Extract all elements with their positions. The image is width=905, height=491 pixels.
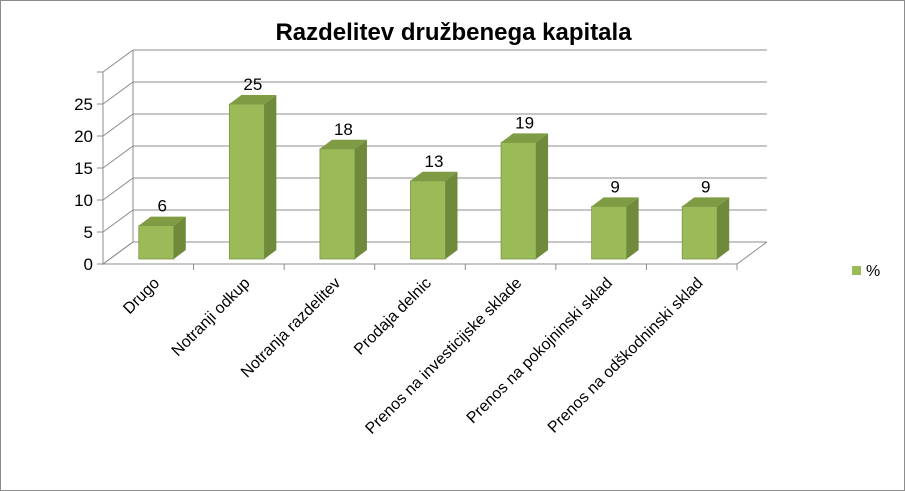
data-label: 18 bbox=[334, 120, 353, 139]
gridline-depth bbox=[102, 49, 134, 73]
data-label: 6 bbox=[158, 197, 167, 216]
category-label: Drugo bbox=[120, 275, 163, 318]
bar bbox=[681, 205, 718, 260]
bar bbox=[319, 148, 356, 260]
bar bbox=[591, 205, 628, 260]
category-label: Prenos na odškodninski sklad bbox=[545, 275, 707, 437]
category-label: Prenos na investicijske sklade bbox=[362, 275, 525, 438]
bar-top bbox=[501, 133, 549, 143]
chart-title: Razdelitev družbenega kapitala bbox=[275, 19, 632, 46]
bar bbox=[138, 225, 175, 260]
gridline-depth bbox=[102, 209, 134, 233]
bar bbox=[500, 141, 537, 260]
data-label: 25 bbox=[243, 75, 262, 94]
gridline-depth bbox=[102, 113, 134, 137]
data-label: 13 bbox=[425, 152, 444, 171]
category-label: Prodaja delnic bbox=[351, 275, 435, 359]
bar-side bbox=[264, 95, 277, 259]
bar bbox=[228, 103, 265, 260]
y-tick-label: 15 bbox=[74, 159, 93, 178]
gridline-depth bbox=[102, 241, 134, 265]
bar-top bbox=[410, 171, 458, 181]
y-tick-label: 25 bbox=[74, 95, 93, 114]
bar-top bbox=[682, 197, 730, 207]
gridline-depth bbox=[102, 145, 134, 169]
bar-side bbox=[173, 216, 186, 259]
y-tick-label: 10 bbox=[74, 191, 93, 210]
category-label: Prenos na pokojninski sklad bbox=[464, 275, 616, 427]
legend-swatch bbox=[852, 266, 861, 275]
bar-top bbox=[229, 95, 277, 104]
y-tick-label: 0 bbox=[84, 255, 93, 274]
bar-top bbox=[319, 139, 367, 149]
bar-side bbox=[354, 139, 367, 259]
data-label: 9 bbox=[610, 177, 619, 196]
gridline-depth bbox=[102, 81, 134, 105]
data-label: 19 bbox=[515, 113, 534, 132]
category-label: Notranja razdelitev bbox=[238, 275, 344, 381]
bar-side bbox=[536, 133, 549, 259]
bar-top bbox=[138, 216, 186, 226]
data-label: 9 bbox=[701, 177, 710, 196]
bar bbox=[410, 180, 446, 260]
gridline-depth bbox=[102, 177, 134, 201]
legend-label: % bbox=[866, 263, 880, 280]
bar-side bbox=[445, 171, 458, 259]
y-tick-label: 5 bbox=[84, 223, 93, 242]
category-label: Notranji odkup bbox=[169, 275, 254, 360]
bar-side bbox=[717, 197, 730, 259]
bar-side bbox=[626, 197, 639, 259]
y-tick-label: 20 bbox=[74, 127, 93, 146]
bar-top bbox=[591, 197, 639, 207]
